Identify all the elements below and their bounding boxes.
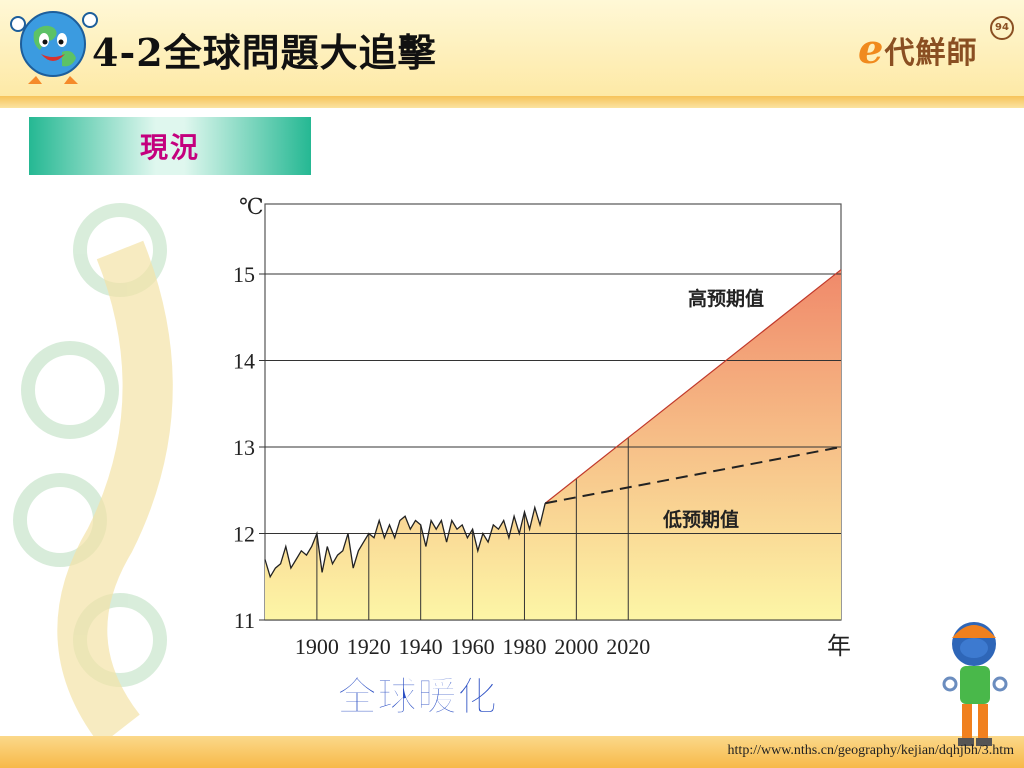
x-tick-label: 1940: [399, 634, 443, 659]
brand-name: 代鮮師: [884, 36, 978, 71]
x-tick-label: 1920: [347, 634, 391, 659]
robot-mascot: [942, 622, 1008, 746]
earth-mascot-logo: [10, 11, 98, 84]
brand-prefix: e: [858, 26, 885, 73]
x-tick-label: 1900: [295, 634, 339, 659]
x-unit-label: 年: [827, 632, 851, 660]
global-warming-chart: 11 12 13 14 15 1900 1920 1940 1960 1980 2000 2020 ℃ 年…: [233, 195, 851, 721]
y-tick-label: 13: [233, 435, 255, 460]
mascot-watermark: [13, 203, 173, 736]
header-stripe: [0, 96, 1024, 108]
x-tick-label: 1960: [451, 634, 495, 659]
x-tick-label: 2020: [606, 634, 650, 659]
section-label: 現況: [29, 117, 311, 175]
section-label-text: 現況: [139, 131, 200, 164]
low-projection-label: 低预期值: [662, 508, 739, 531]
y-unit-label: ℃: [239, 195, 264, 220]
y-tick-label: 11: [234, 608, 255, 633]
header-band: [0, 0, 1024, 96]
y-tick-label: 15: [233, 262, 255, 287]
brand-badge: 94: [990, 16, 1014, 40]
slide-title: 4-2全球問題大追擊: [92, 30, 437, 75]
x-tick-label: 2000: [554, 634, 598, 659]
x-tick-label: 1980: [502, 634, 546, 659]
low-projection-line: [545, 446, 842, 505]
high-projection-line: [544, 269, 842, 504]
source-url: http://www.nths.cn/geography/kejian/dqhj…: [727, 743, 1014, 758]
y-tick-label: 14: [233, 349, 255, 374]
footer-band: [0, 736, 1024, 768]
history-temperature-line: [264, 503, 546, 579]
high-projection-label: 高预期值: [688, 287, 764, 310]
warming-area: [265, 269, 841, 620]
brand-logo: e代鮮師: [858, 26, 977, 73]
chart-title: 全球暖化: [336, 674, 497, 720]
y-tick-label: 12: [233, 522, 255, 547]
